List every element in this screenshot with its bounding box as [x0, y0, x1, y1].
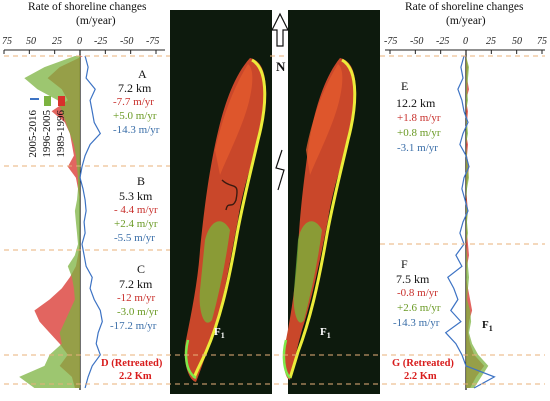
- left-tick: 25: [52, 36, 62, 47]
- left-tick: -25: [94, 36, 108, 47]
- legend-label-1996: 1996-2005: [41, 110, 53, 158]
- right-chart: [385, 49, 545, 390]
- segment-f-rate-1989: -0.8 m/yr: [397, 287, 438, 299]
- series-area-1996-2005: [466, 56, 489, 388]
- north-label: N: [276, 59, 286, 74]
- right-tick: -75: [384, 36, 398, 47]
- segment-c-length: 7.2 km: [119, 277, 153, 291]
- segment-a-rate-1989: -7.7 m/yr: [113, 96, 154, 108]
- segment-a-rate-1996: +5.0 m/yr: [113, 110, 157, 122]
- series-area-1996-2005: [19, 56, 80, 388]
- left-chart: [3, 49, 165, 390]
- right-tick: 50: [512, 36, 522, 47]
- left-shoreline: [192, 58, 267, 379]
- marker-f1-map: F1: [320, 326, 331, 341]
- marker-f1-left: F1: [214, 326, 225, 341]
- segment-b-rate-2005: -5.5 m/yr: [114, 232, 155, 244]
- segment-f-rate-2005: -14.3 m/yr: [393, 317, 440, 329]
- left-tick: 75: [2, 36, 12, 47]
- segment-d-name: D (Retreated): [101, 358, 163, 369]
- right-tick: 0: [463, 36, 468, 47]
- legend-label-2005: 2005-2016: [27, 110, 39, 158]
- series-area-1989-1996: [466, 56, 485, 388]
- left-axis-title: Rate of shoreline changes: [28, 1, 147, 13]
- series-line-2005-2016: [444, 55, 496, 389]
- north-arrow-icon: [271, 12, 289, 191]
- right-tick: -25: [436, 36, 450, 47]
- right-tick: -50: [410, 36, 424, 47]
- segment-b-rate-1989: - 4.4 m/yr: [114, 204, 158, 216]
- segment-b-name: B: [137, 174, 146, 188]
- segment-a-rate-2005: -14.3 m/yr: [113, 124, 160, 136]
- legend-swatch-2005: [30, 98, 39, 100]
- legend-label-1989: 1989-1996: [55, 110, 67, 158]
- right-shoreline: [288, 58, 357, 379]
- segment-d-length: 2.2 Km: [119, 371, 152, 382]
- left-axis-units: (m/year): [76, 15, 116, 27]
- marker-f1-right: F1: [482, 319, 493, 334]
- segment-e-rate-1996: +0.8 m/yr: [397, 127, 441, 139]
- segment-a-name: A: [138, 67, 147, 81]
- segment-e-name: E: [401, 79, 409, 93]
- right-tick: 75: [537, 36, 547, 47]
- segment-f-rate-1996: +2.6 m/yr: [397, 302, 441, 314]
- segment-e-rate-2005: -3.1 m/yr: [397, 142, 438, 154]
- segment-c-name: C: [137, 262, 146, 276]
- series-line-2005-2016: [79, 55, 103, 389]
- segment-c-rate-1989: -12 m/yr: [117, 292, 156, 304]
- segment-g-length: 2.2 Km: [404, 371, 437, 382]
- legend-swatch-1996: [44, 96, 51, 106]
- segment-e-length: 12.2 km: [396, 96, 436, 110]
- segment-b-rate-1996: +2.4 m/yr: [114, 218, 158, 230]
- segment-f-length: 7.5 km: [396, 272, 430, 286]
- break-mark: [275, 149, 285, 191]
- left-tick: 50: [26, 36, 36, 47]
- segment-e-rate-1989: +1.8 m/yr: [397, 112, 441, 124]
- legend-swatch-1989: [58, 96, 65, 106]
- segment-f-name: F: [401, 257, 408, 271]
- left-tick: -50: [120, 36, 134, 47]
- segment-a-length: 7.2 km: [118, 81, 152, 95]
- right-map-panel: [282, 10, 380, 394]
- left-tick: -75: [146, 36, 160, 47]
- segment-g-name: G (Retreated): [392, 358, 454, 369]
- segment-c-rate-2005: -17.2 m/yr: [110, 320, 157, 332]
- right-axis-title: Rate of shoreline changes: [405, 1, 524, 13]
- right-axis-units: (m/year): [446, 15, 486, 27]
- segment-c-rate-1996: -3.0 m/yr: [117, 306, 158, 318]
- series-area-1989-1996: [34, 56, 83, 388]
- segment-boundaries: [4, 55, 545, 385]
- segment-b-length: 5.3 km: [119, 189, 153, 203]
- left-map-panel: [170, 10, 272, 394]
- right-tick: 25: [486, 36, 496, 47]
- left-tick: 0: [77, 36, 82, 47]
